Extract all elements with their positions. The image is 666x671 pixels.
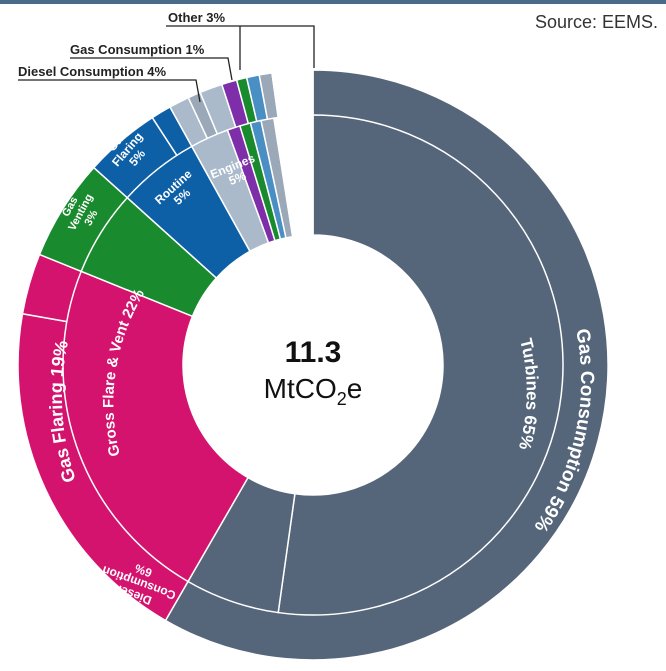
callout-line-gas-consumption bbox=[70, 57, 233, 81]
source-note: Source: EEMS. bbox=[534, 12, 658, 32]
center-hole bbox=[183, 235, 443, 495]
callout-diesel-consumption: Diesel Consumption 4% bbox=[18, 64, 167, 79]
top-rule bbox=[0, 0, 666, 4]
center-total-unit: MtCO2e bbox=[264, 373, 363, 409]
svg-text:5%: 5% bbox=[227, 168, 249, 188]
svg-text:6%: 6% bbox=[133, 561, 154, 580]
callout-other: Other 3% bbox=[168, 10, 226, 25]
callout-line-diesel bbox=[18, 79, 201, 103]
callout-line-other bbox=[166, 25, 315, 68]
center-total-value: 11.3 bbox=[285, 336, 342, 369]
callout-lines bbox=[18, 25, 315, 103]
callout-gas-consumption: Gas Consumption 1% bbox=[70, 42, 205, 57]
chart-segments bbox=[17, 69, 609, 661]
